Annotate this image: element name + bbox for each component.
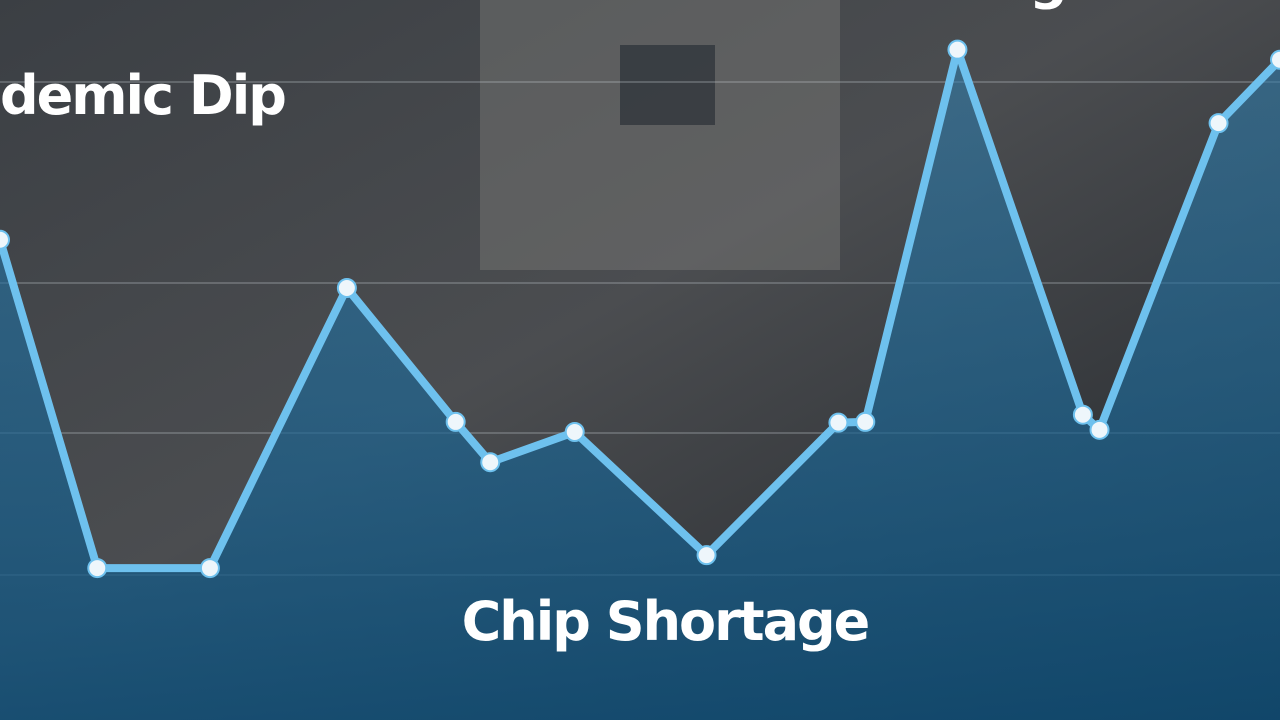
annotation: EV Surge: [840, 0, 1101, 11]
area: [0, 49, 1280, 720]
point: [87, 558, 108, 579]
point: [445, 411, 466, 432]
point: [199, 558, 220, 579]
point: [855, 411, 876, 432]
point: [947, 39, 968, 60]
point: [696, 545, 717, 566]
point: [1208, 113, 1229, 134]
point: [1072, 404, 1093, 425]
annotation: Chip Shortage: [462, 590, 869, 653]
annotation: demic Dip: [0, 64, 285, 127]
point: [1270, 49, 1280, 70]
point: [0, 229, 10, 250]
point: [564, 422, 585, 442]
point: [828, 412, 849, 433]
point: [480, 452, 501, 473]
background-building: [480, 0, 840, 270]
point: [336, 278, 357, 298]
plot: [0, 39, 1280, 720]
background-window: [620, 45, 715, 125]
point: [1089, 419, 1110, 440]
